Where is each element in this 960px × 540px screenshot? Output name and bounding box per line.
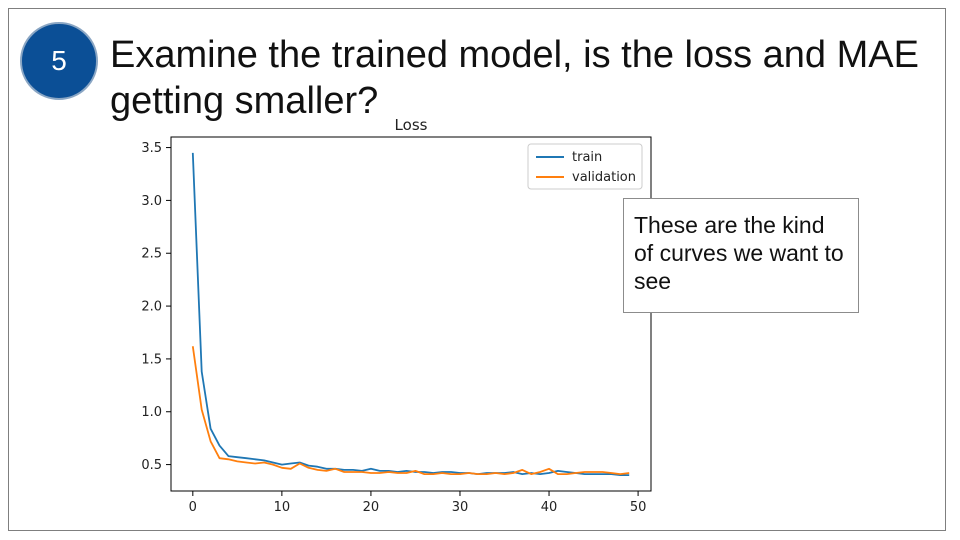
y-tick-label: 3.5 — [141, 141, 162, 156]
slide-title: Examine the trained model, is the loss a… — [110, 34, 919, 122]
legend-train-label: train — [572, 150, 602, 165]
legend-validation-label: validation — [572, 170, 636, 185]
x-tick-label: 50 — [630, 500, 647, 515]
x-tick-label: 30 — [452, 500, 469, 515]
y-tick-label: 1.0 — [141, 405, 162, 420]
x-tick-label: 40 — [541, 500, 558, 515]
chart-lines — [191, 152, 630, 477]
y-tick-label: 2.5 — [141, 247, 162, 262]
chart-axes: 0 10 20 30 40 50 0.5 1.0 1.5 2.0 2.5 3.0 3.5 — [141, 141, 646, 515]
x-tick-label: 10 — [274, 500, 291, 515]
y-tick-label: 2.0 — [141, 300, 162, 315]
plot-area-frame — [170, 136, 652, 492]
chart-title: Loss — [395, 116, 428, 134]
slide-frame — [8, 8, 946, 531]
train-line — [191, 152, 630, 477]
callout-box: These are the kind of curves we want to … — [623, 198, 859, 313]
y-tick-label: 1.5 — [141, 352, 162, 367]
callout-text: These are the kind of curves we want to … — [634, 212, 844, 294]
y-tick-label: 0.5 — [141, 458, 162, 473]
step-number-badge: 5 — [20, 22, 98, 100]
x-tick-label: 20 — [363, 500, 380, 515]
validation-line — [191, 346, 630, 476]
step-number: 5 — [51, 45, 67, 76]
chart-legend: train validation — [527, 143, 643, 190]
x-tick-label: 0 — [189, 500, 197, 515]
y-tick-label: 3.0 — [141, 194, 162, 209]
